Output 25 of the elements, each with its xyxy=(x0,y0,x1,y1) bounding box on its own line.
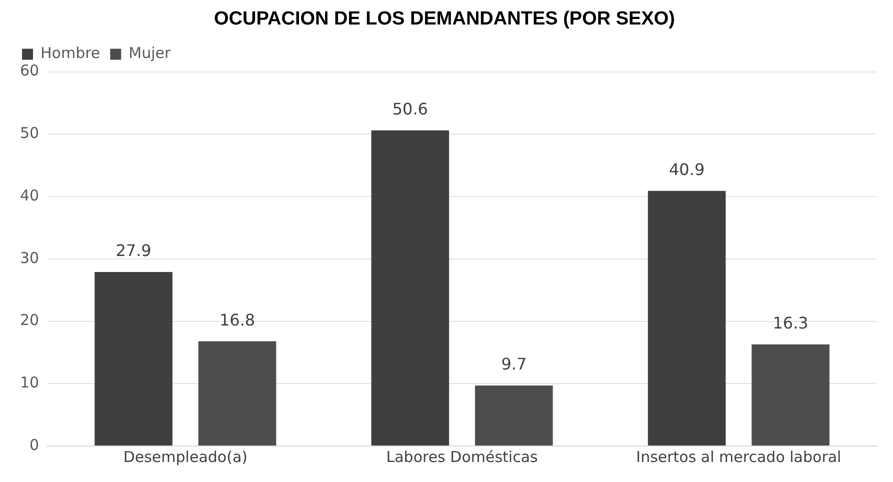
data-label: 50.6 xyxy=(392,100,428,119)
bar xyxy=(752,344,830,446)
x-tick-label: Desempleado(a) xyxy=(123,448,248,466)
chart-title: OCUPACION DE LOS DEMANDANTES (POR SEXO) xyxy=(214,8,675,30)
x-tick-label: Labores Domésticas xyxy=(386,448,538,466)
bar xyxy=(648,190,726,446)
y-tick-label: 10 xyxy=(20,374,40,392)
bar xyxy=(371,130,450,446)
data-label: 16.3 xyxy=(772,314,808,332)
bar xyxy=(475,386,553,446)
y-tick-label: 50 xyxy=(20,124,40,142)
data-label: 27.9 xyxy=(116,241,152,260)
legend-label: Mujer xyxy=(128,44,172,62)
data-label: 9.7 xyxy=(501,354,527,374)
y-tick-label: 40 xyxy=(20,186,40,204)
y-tick-label: 20 xyxy=(20,311,40,330)
bar xyxy=(198,341,276,446)
data-label: 40.9 xyxy=(669,160,705,180)
legend-label: Hombre xyxy=(40,44,100,62)
y-tick-label: 0 xyxy=(30,436,40,454)
data-label: 16.8 xyxy=(219,310,256,330)
bar xyxy=(94,272,172,446)
x-tick-label: Insertos al mercado laboral xyxy=(636,448,842,466)
y-tick-label: 60 xyxy=(20,62,40,80)
y-tick-label: 30 xyxy=(20,248,40,267)
